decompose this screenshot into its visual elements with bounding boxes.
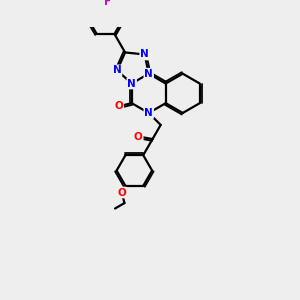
Text: O: O <box>134 132 143 142</box>
Text: N: N <box>144 108 153 118</box>
Text: O: O <box>117 188 126 197</box>
Text: N: N <box>113 65 122 75</box>
Text: F: F <box>104 0 111 7</box>
Text: N: N <box>127 79 136 88</box>
Text: O: O <box>115 101 123 111</box>
Text: N: N <box>144 69 153 79</box>
Text: N: N <box>140 50 149 59</box>
